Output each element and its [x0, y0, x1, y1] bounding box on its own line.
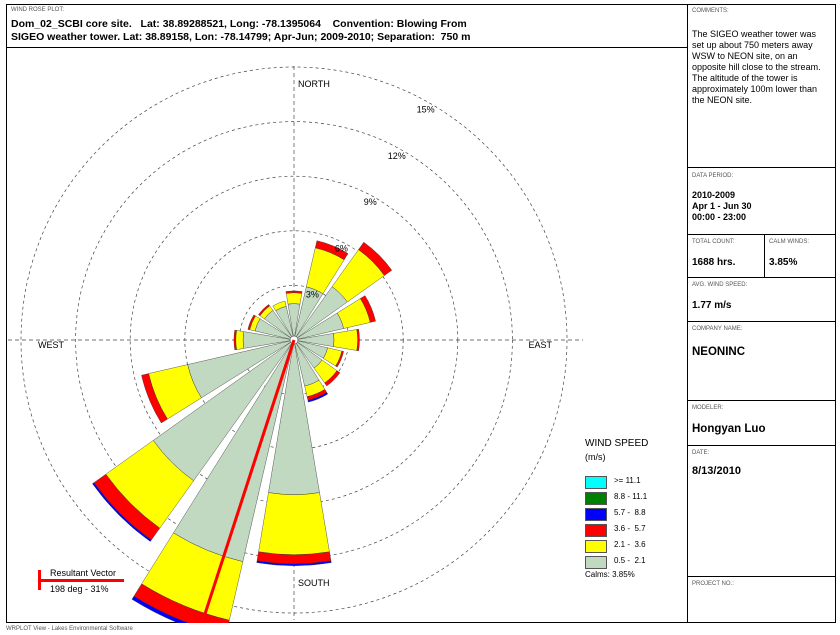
petal-S-bin-2: [258, 492, 330, 555]
data-period-line: 2010-2009: [692, 190, 736, 200]
resultant-vector-label: Resultant Vector: [50, 568, 117, 578]
comment-line: The SIGEO weather tower was: [692, 29, 817, 39]
legend-swatch: [585, 540, 607, 553]
comment-line: The altitude of the tower is: [692, 73, 798, 83]
petal-N-bin-3: [285, 290, 303, 294]
date-value: 8/13/2010: [692, 465, 741, 477]
petal-ENE-bin-3: [360, 295, 376, 323]
legend-swatch: [585, 556, 607, 569]
legend-label: 8.8 - 11.1: [614, 492, 648, 501]
compass-label-south: SOUTH: [298, 578, 330, 588]
divider-calm: [764, 234, 765, 277]
divider-total-count: [687, 234, 836, 235]
avg-wind-caption: AVG. WIND SPEED:: [692, 282, 748, 288]
comment-line: the NEON site.: [692, 95, 753, 105]
plot-title-line-1: Dom_02_SCBI core site. Lat: 38.89288521,…: [11, 18, 467, 30]
comments-text: The SIGEO weather tower was set up about …: [692, 29, 834, 106]
legend-unit: (m/s): [585, 452, 606, 462]
legend: WIND SPEED (m/s) >= 11.1 8.8 - 11.1 5.7 - …: [585, 438, 685, 588]
divider-modeler: [687, 400, 836, 401]
comment-line: approximately 100m lower than: [692, 84, 818, 94]
legend-swatch: [585, 508, 607, 521]
petal-NE-bin-3: [358, 241, 393, 276]
total-count-caption: TOTAL COUNT:: [692, 239, 735, 245]
legend-entry: 8.8 - 11.1: [585, 492, 685, 505]
divider-project: [687, 576, 836, 577]
calm-winds-value: 3.85%: [769, 257, 798, 268]
total-count-value: 1688 hrs.: [692, 257, 736, 268]
data-period-values: 2010-2009 Apr 1 - Jun 30 00:00 - 23:00: [692, 190, 752, 223]
date-caption: DATE:: [692, 450, 710, 456]
legend-label: 3.6 - 5.7: [614, 524, 646, 533]
petal-W-bin-3: [233, 329, 237, 351]
petal-WNW-bin-3: [247, 314, 256, 331]
petal-SE-bin-3: [324, 370, 341, 387]
legend-label: 0.5 - 2.1: [614, 556, 646, 565]
legend-swatch: [585, 492, 607, 505]
legend-entry: 0.5 - 2.1: [585, 556, 685, 569]
data-period-line: Apr 1 - Jun 30: [692, 201, 752, 211]
ring-label: 3%: [306, 290, 319, 300]
petal-S-bin-4: [256, 560, 332, 566]
comment-line: WSW to NEON site, on an: [692, 51, 798, 61]
petal-SSW-bin-4: [131, 595, 190, 623]
footer-credit: WRPLOT View - Lakes Environmental Softwa…: [6, 626, 133, 632]
ring-label: 15%: [417, 104, 435, 114]
modeler-caption: MODELER:: [692, 405, 724, 411]
legend-swatch: [585, 524, 607, 537]
sidebar-divider: [687, 4, 688, 623]
compass-label-west: WEST: [38, 340, 65, 350]
resultant-vector-line: [203, 339, 296, 615]
petal-SW-bin-4: [92, 482, 152, 542]
petal-E-bin-3: [356, 328, 360, 352]
header-divider: [6, 47, 687, 48]
petal-ESE-bin-3: [335, 350, 344, 368]
legend-title: WIND SPEED: [585, 438, 649, 449]
petal-NW-bin-3: [258, 304, 270, 316]
plot-caption: WIND ROSE PLOT:: [11, 7, 65, 13]
divider-data-period: [687, 167, 836, 168]
wind-rose-chart: NORTH EAST SOUTH WEST 3% 6% 9% 12% 15%: [8, 66, 583, 623]
comment-line: set up about 750 meters away: [692, 40, 813, 50]
resultant-vector-legend: Resultant Vector 198 deg - 31%: [38, 568, 138, 596]
data-period-line: 00:00 - 23:00: [692, 212, 747, 222]
ring-label: 12%: [388, 151, 406, 161]
legend-label: 2.1 - 3.6: [614, 540, 646, 549]
petal-E-bin-2: [333, 329, 358, 351]
calm-winds-caption: CALM WINDS:: [769, 239, 810, 245]
plot-frame: [6, 4, 836, 623]
resultant-vector-value: 198 deg - 31%: [50, 584, 109, 594]
comment-line: opposite hill close to the stream.: [692, 62, 821, 72]
compass-label-north: NORTH: [298, 79, 330, 89]
ring-label: 6%: [335, 243, 348, 253]
project-caption: PROJECT NO.:: [692, 581, 734, 587]
ring-label: 9%: [364, 197, 377, 207]
petal-NNE-bin-3: [315, 240, 349, 261]
plot-title-line-2: SIGEO weather tower. Lat: 38.89158, Lon:…: [11, 31, 471, 43]
compass-label-east: EAST: [528, 340, 552, 350]
petal-SSE-bin-4: [307, 392, 329, 403]
legend-swatch: [585, 476, 607, 489]
legend-entry: 5.7 - 8.8: [585, 508, 685, 521]
data-period-caption: DATA PERIOD:: [692, 173, 734, 179]
legend-label: 5.7 - 8.8: [614, 508, 646, 517]
petal-N-bin-2: [285, 292, 303, 305]
legend-calms: Calms: 3.85%: [585, 570, 635, 579]
divider-date: [687, 445, 836, 446]
avg-wind-value: 1.77 m/s: [692, 300, 732, 311]
petal-NNW-bin-2: [272, 300, 287, 311]
divider-avg: [687, 277, 836, 278]
petal-WSW-bin-3: [141, 373, 168, 424]
legend-label: >= 11.1: [614, 476, 641, 485]
legend-entry: 2.1 - 3.6: [585, 540, 685, 553]
company-caption: COMPANY NAME:: [692, 326, 743, 332]
modeler-value: Hongyan Luo: [692, 423, 766, 435]
comments-caption: COMMENTS:: [692, 8, 729, 14]
divider-company: [687, 321, 836, 322]
legend-entry: 3.6 - 5.7: [585, 524, 685, 537]
company-value: NEONINC: [692, 346, 746, 358]
resultant-vector-bar: [38, 579, 124, 582]
petal-W-bin-2: [235, 330, 244, 350]
legend-entry: >= 11.1: [585, 476, 685, 489]
